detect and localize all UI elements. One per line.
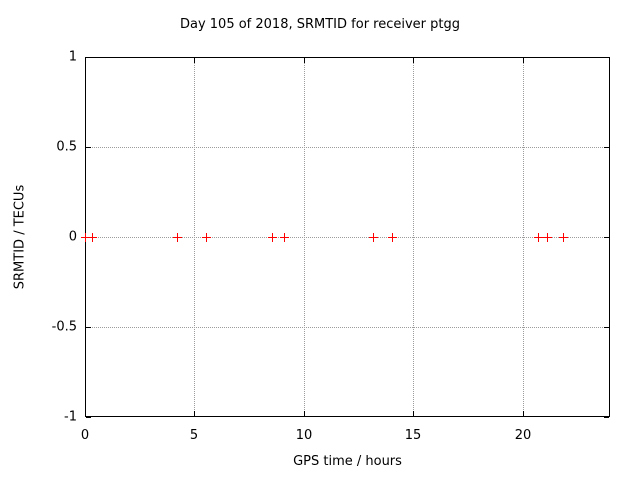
y-tick-label: 1 [68, 49, 77, 65]
x-axis-label: GPS time / hours [293, 454, 402, 469]
x-tick-mark-top [304, 58, 305, 63]
x-tick-label: 15 [404, 428, 422, 443]
marker-vertical-bar [284, 233, 285, 242]
x-tick-mark-top [194, 58, 195, 63]
data-point-marker [534, 233, 543, 242]
marker-vertical-bar [392, 233, 393, 242]
data-point-marker [388, 233, 397, 242]
data-point-marker [202, 233, 211, 242]
x-tick-label: 10 [295, 428, 313, 443]
x-tick-label: 5 [189, 428, 199, 443]
marker-vertical-bar [373, 233, 374, 242]
y-tick-mark-right [604, 147, 609, 148]
gridline-y-0 [86, 237, 609, 238]
y-tick-mark-left [86, 147, 91, 148]
gridline-y--0.5 [86, 327, 609, 328]
marker-vertical-bar [272, 233, 273, 242]
y-tick-label: -1 [64, 409, 77, 425]
y-tick-mark-left [86, 327, 91, 328]
x-tick-mark-top [413, 58, 414, 63]
y-tick-mark-left [86, 417, 91, 418]
data-point-marker [280, 233, 289, 242]
x-tick-mark-bottom [85, 411, 86, 416]
data-point-marker [369, 233, 378, 242]
y-tick-mark-right [604, 57, 609, 58]
x-tick-mark-top [85, 58, 86, 63]
x-tick-mark-bottom [523, 411, 524, 416]
marker-vertical-bar [538, 233, 539, 242]
y-tick-mark-right [604, 237, 609, 238]
marker-vertical-bar [92, 233, 93, 242]
marker-vertical-bar [85, 233, 86, 242]
data-point-marker [173, 233, 182, 242]
x-tick-mark-bottom [194, 411, 195, 416]
y-tick-mark-left [86, 57, 91, 58]
y-tick-label: -0.5 [51, 319, 77, 335]
chart-title: Day 105 of 2018, SRMTID for receiver ptg… [179, 17, 461, 32]
x-tick-label: 0 [80, 428, 90, 443]
data-point-marker [81, 233, 90, 242]
y-tick-label: 0 [68, 229, 77, 245]
x-tick-label: 20 [514, 428, 532, 443]
data-point-marker [268, 233, 277, 242]
data-point-marker [543, 233, 552, 242]
marker-vertical-bar [206, 233, 207, 242]
y-tick-mark-right [604, 327, 609, 328]
y-tick-label: 0.5 [56, 139, 77, 155]
marker-vertical-bar [177, 233, 178, 242]
x-tick-mark-bottom [304, 411, 305, 416]
gridline-y-0.5 [86, 147, 609, 148]
marker-vertical-bar [563, 233, 564, 242]
data-point-marker [559, 233, 568, 242]
x-tick-mark-bottom [413, 411, 414, 416]
data-point-marker [88, 233, 97, 242]
x-tick-mark-top [523, 58, 524, 63]
y-tick-mark-right [604, 417, 609, 418]
marker-vertical-bar [547, 233, 548, 242]
y-axis-label: SRMTID / TECUs [12, 184, 28, 290]
